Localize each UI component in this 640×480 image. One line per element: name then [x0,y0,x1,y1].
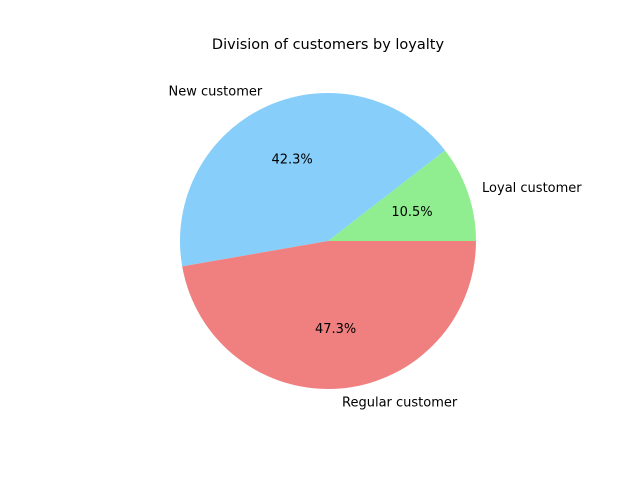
slice-pct-new-customer: 42.3% [271,152,312,167]
slice-label-new-customer: New customer [169,85,263,100]
pie-slice-regular-customer [182,241,476,390]
pie-slices [179,92,476,390]
slice-label-loyal-customer: Loyal customer [482,181,582,196]
slice-pct-loyal-customer: 10.5% [391,205,432,220]
pie-slice-new-customer [179,92,446,267]
pie-labels: Loyal customer 10.5% New customer 42.3% Regu… [169,85,583,411]
slice-label-regular-customer: Regular customer [342,396,458,411]
slice-pct-regular-customer: 47.3% [315,322,356,337]
pie-slice-loyal-customer [328,150,476,241]
chart-title: Division of customers by loyalty [212,37,445,53]
